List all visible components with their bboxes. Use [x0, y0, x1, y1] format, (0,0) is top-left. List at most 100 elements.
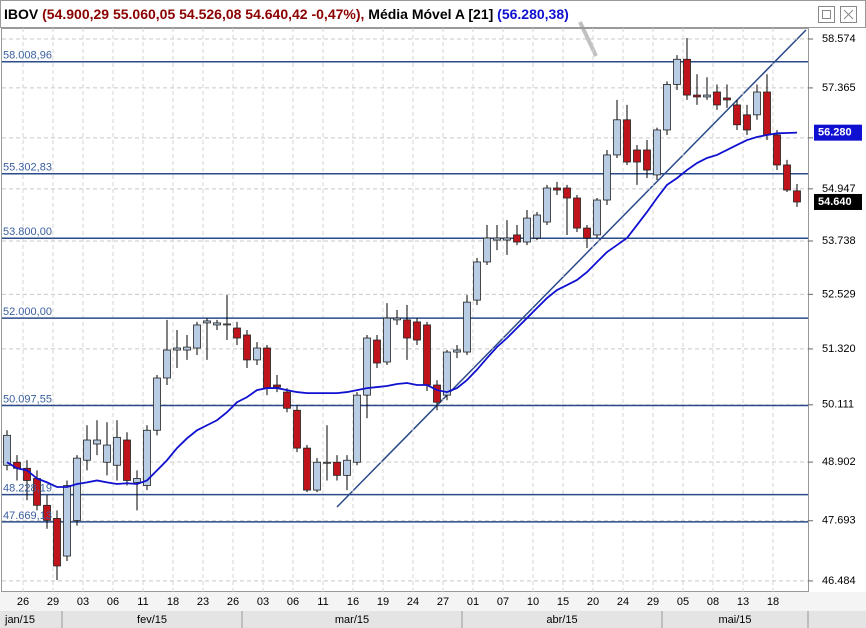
x-tick-label: 18 — [767, 596, 779, 608]
x-tick-label: 03 — [77, 596, 89, 608]
candle-body — [403, 319, 411, 339]
candle-body — [433, 384, 441, 403]
candle-body — [123, 439, 131, 481]
candle-body — [573, 197, 581, 229]
candle-body — [133, 478, 141, 483]
candle-body — [183, 346, 191, 351]
candle-body — [703, 94, 711, 98]
candle-body — [323, 461, 331, 464]
candle-body — [303, 447, 311, 491]
month-row — [0, 611, 866, 628]
close-last-box — [814, 193, 862, 210]
candle-body — [443, 351, 451, 396]
candle-body — [263, 347, 271, 389]
level-label: 53.800,00 — [3, 226, 52, 238]
candle-body — [563, 187, 571, 199]
candle-body — [473, 261, 481, 301]
candle-body — [163, 349, 171, 379]
x-tick-label: 05 — [677, 596, 689, 608]
labels: 46.484 47.693 48.902 50.111 51.320 52.529 53.7… — [3, 33, 862, 628]
level-label: 50.097,55 — [3, 393, 52, 405]
moving-average-line — [6, 131, 798, 488]
candle-body — [353, 394, 361, 463]
candle-body — [603, 154, 611, 201]
y-tick-label: 57.365 — [822, 82, 856, 94]
candle-body — [383, 317, 391, 363]
level-label: 52.000,00 — [3, 306, 52, 318]
candle-body — [673, 58, 681, 85]
chart-title-row: IBOV (54.900,29 55.060,05 54.526,08 54.6… — [4, 6, 569, 22]
candle-body — [583, 227, 591, 239]
candle-body — [543, 187, 551, 223]
marks — [2, 37, 808, 581]
x-tick-label: 27 — [437, 596, 449, 608]
candle-body — [653, 129, 661, 176]
candle-body — [23, 467, 31, 481]
candle-body — [393, 317, 401, 321]
grid — [2, 28, 813, 592]
x-tick-label: 23 — [197, 596, 209, 608]
x-tick-label: 24 — [407, 596, 419, 608]
candle-body — [793, 190, 801, 203]
restore-button[interactable] — [818, 6, 835, 23]
candle-body — [213, 322, 221, 326]
candle-body — [103, 444, 111, 463]
candle-body — [153, 377, 161, 431]
level-label: 48.228,19 — [3, 482, 52, 494]
ma-name: Média Móvel A [21] — [368, 6, 493, 22]
close-icon — [843, 9, 854, 20]
y-tick-label: 46.484 — [822, 575, 856, 587]
x-tick-label: 06 — [287, 596, 299, 608]
month-label: mai/15 — [718, 614, 751, 626]
title-bar — [0, 0, 866, 28]
month-label: abr/15 — [546, 614, 577, 626]
candle-body — [723, 97, 731, 101]
y-tick-label: 48.902 — [822, 456, 856, 468]
candle-body — [693, 94, 701, 98]
candle-body — [173, 347, 181, 351]
candle-body — [533, 214, 541, 239]
x-tick-label: 06 — [107, 596, 119, 608]
candle-body — [613, 119, 621, 156]
y-tick-label: 51.320 — [822, 343, 856, 355]
candle-body — [83, 439, 91, 461]
x-tick-label: 10 — [527, 596, 539, 608]
y-tick-label: 47.693 — [822, 515, 856, 527]
x-tick-label: 11 — [137, 596, 148, 608]
ma-last-label: 56.280 — [818, 127, 852, 139]
candle-body — [313, 461, 321, 491]
candle-body — [643, 149, 651, 171]
candle-body — [233, 327, 241, 339]
candle-body — [623, 119, 631, 163]
candle-body — [3, 434, 11, 466]
month-label: mar/15 — [335, 614, 369, 626]
level-label: 58.008,96 — [3, 50, 52, 62]
candle-body — [413, 321, 421, 341]
candle-body — [43, 504, 51, 521]
close-last-label: 54.640 — [818, 196, 852, 208]
month-label: jan/15 — [4, 614, 35, 626]
candle-body — [283, 391, 291, 409]
candle-body — [483, 237, 491, 263]
trend-line — [336, 29, 807, 508]
x-tick-label: 26 — [17, 596, 29, 608]
candle-body — [273, 384, 281, 388]
x-tick-label: 13 — [737, 596, 749, 608]
candle-body — [63, 485, 71, 557]
candle-body — [203, 320, 211, 324]
candle-body — [223, 323, 231, 326]
candle-body — [243, 334, 251, 361]
candle-body — [743, 114, 751, 131]
candle-body — [293, 409, 301, 449]
candle-body — [193, 324, 201, 349]
candle-body — [783, 164, 791, 191]
x-tick-label: 16 — [347, 596, 359, 608]
candle-body — [733, 104, 741, 126]
y-tick-label: 52.529 — [822, 288, 856, 300]
ma-last-box — [814, 124, 862, 141]
y-tick-label: 54.947 — [822, 183, 856, 195]
x-tick-label: 24 — [617, 596, 629, 608]
x-tick-label: 08 — [707, 596, 719, 608]
